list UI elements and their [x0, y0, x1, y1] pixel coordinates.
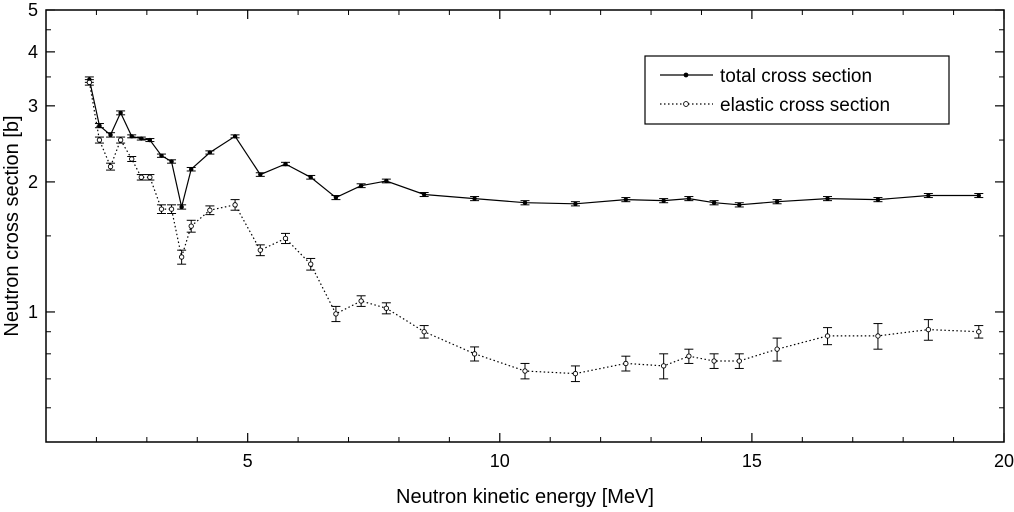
data-point-total [976, 193, 981, 198]
data-point-elastic [107, 163, 114, 170]
plot-frame [45, 9, 1005, 443]
data-point-elastic [875, 333, 881, 339]
legend-box [644, 55, 950, 125]
data-point-elastic [623, 360, 629, 367]
data-point-total [232, 134, 238, 139]
data-point-total [522, 200, 528, 205]
data-point-total [384, 178, 389, 184]
legend-label-total: total cross section [720, 66, 872, 87]
data-point-elastic [383, 305, 389, 311]
data-point-total [139, 136, 144, 141]
data-point-total [308, 175, 313, 180]
data-point-elastic [686, 353, 692, 359]
y-tick-label: 1 [28, 302, 38, 322]
data-point-total [97, 123, 102, 128]
data-point-total [686, 196, 692, 201]
data-point-elastic [572, 370, 579, 377]
data-point-elastic [129, 156, 135, 162]
data-point-elastic [178, 254, 185, 260]
data-point-elastic [86, 79, 93, 86]
data-point-elastic [282, 235, 289, 242]
data-point-elastic [96, 137, 103, 143]
data-point-total [207, 150, 213, 155]
data-point-elastic [421, 329, 427, 335]
legend-items [660, 72, 713, 107]
y-tick-label: 2 [28, 172, 38, 192]
data-point-elastic [158, 206, 165, 212]
legend-sample-elastic [660, 101, 713, 107]
data-point-elastic [925, 326, 932, 333]
data-point-total [573, 201, 578, 206]
data-point-elastic [358, 298, 364, 304]
data-point-elastic [168, 206, 175, 212]
y-tick-label: 3 [28, 96, 38, 116]
data-point-total [472, 196, 477, 201]
data-point-total [147, 137, 153, 143]
legend-label-elastic: elastic cross section [720, 95, 890, 116]
data-point-elastic [522, 368, 528, 374]
data-point-total [189, 167, 194, 172]
data-point-total [118, 110, 123, 116]
axis-ticks: 5 10 15 20 1 2 3 4 5 [28, 0, 1014, 471]
x-tick-label: 15 [742, 451, 762, 471]
data-point-total [421, 192, 427, 197]
data-point-total [737, 202, 742, 208]
series-markers [86, 77, 982, 377]
data-point-elastic [333, 311, 339, 317]
data-point-total [333, 195, 339, 200]
y-tick-label: 5 [28, 0, 38, 20]
data-point-total [283, 161, 288, 167]
y-axis-title: Neutron cross section [b] [1, 115, 23, 336]
data-point-elastic [188, 223, 194, 229]
data-point-total [108, 132, 113, 138]
data-point-elastic [976, 329, 982, 335]
legend: total cross section elastic cross sectio… [644, 55, 950, 125]
x-tick-label: 10 [490, 451, 510, 471]
data-point-elastic [774, 346, 780, 352]
data-point-elastic [207, 207, 213, 213]
data-point-total [926, 193, 931, 198]
data-point-total [711, 200, 717, 205]
data-point-elastic [117, 137, 124, 143]
data-point-elastic [824, 333, 831, 339]
data-point-total [825, 196, 830, 201]
data-point-elastic [257, 247, 263, 253]
y-tick-label: 4 [28, 42, 38, 62]
data-point-total [774, 199, 780, 204]
data-point-elastic [138, 174, 144, 180]
series-line-elastic [88, 82, 979, 375]
data-point-total [169, 159, 174, 164]
data-point-total [129, 134, 134, 139]
data-point-elastic [147, 174, 153, 180]
data-point-total [875, 197, 881, 202]
data-point-total [159, 153, 164, 158]
data-point-elastic [471, 351, 478, 357]
data-point-total [258, 172, 263, 177]
data-point-elastic [736, 358, 742, 364]
data-point-elastic [661, 363, 667, 369]
x-tick-label: 20 [994, 451, 1014, 471]
data-point-elastic [308, 261, 314, 267]
legend-sample-total [660, 72, 713, 78]
x-axis-title: Neutron kinetic energy [MeV] [396, 486, 654, 508]
data-point-total [358, 183, 364, 188]
data-point-elastic [711, 358, 717, 364]
data-point-total [179, 204, 184, 210]
data-point-elastic [232, 202, 238, 208]
data-point-total [661, 198, 666, 203]
x-tick-label: 5 [243, 451, 253, 471]
data-point-total [623, 197, 629, 202]
